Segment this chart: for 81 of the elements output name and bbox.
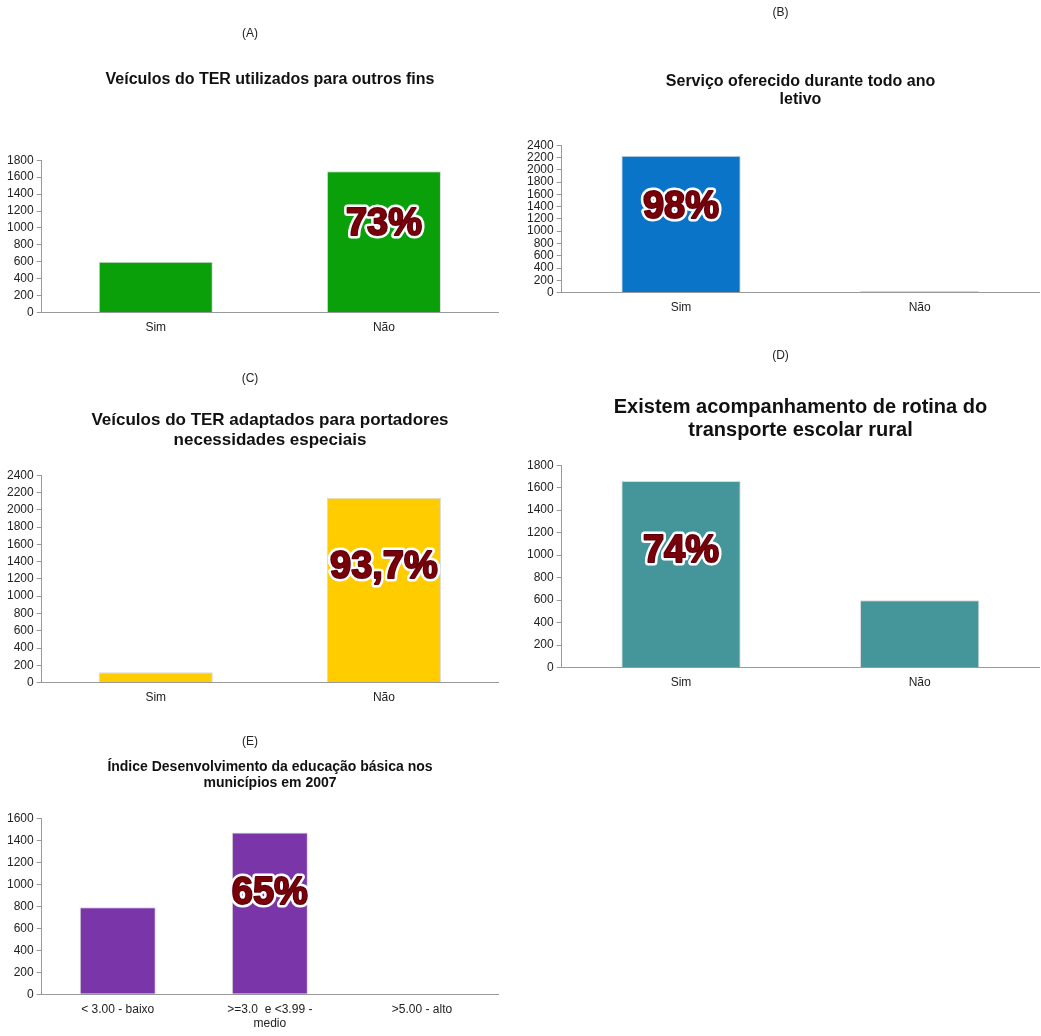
y-tick-label: 800 — [13, 898, 35, 913]
annotation: 98% — [642, 183, 720, 226]
y-tick-label: 600 — [533, 592, 555, 607]
y-tick-label: 0 — [27, 674, 35, 689]
y-tick-label: 1200 — [6, 854, 35, 869]
y-tick-label: 1200 — [526, 524, 555, 539]
y-tick-label: 0 — [547, 284, 555, 299]
y-tick-label: 2200 — [6, 484, 35, 499]
x-tick-label: Não — [372, 690, 396, 705]
y-tick-label: 1600 — [526, 480, 555, 494]
chart-title: Serviço oferecido durante todo ano letivo — [664, 72, 937, 109]
y-tick-label: 600 — [13, 623, 35, 638]
chart-subtitle: (C) — [240, 371, 260, 385]
x-tick-label: Sim — [670, 300, 692, 315]
y-tick-label: 200 — [533, 272, 555, 287]
chart-title: Veículos do TER adaptados para portadores necessidades especiais — [90, 410, 450, 450]
x-tick-label: Não — [908, 675, 932, 690]
y-tick-label: 2000 — [6, 502, 35, 517]
y-tick-label: 600 — [533, 248, 555, 263]
y-tick-label: 1800 — [526, 457, 555, 472]
y-tick-label: 1200 — [526, 211, 555, 226]
x-tick-label: Não — [908, 300, 932, 315]
y-tick-label: 400 — [13, 942, 35, 957]
chart-title: Índice Desenvolvimento da educação básica nos municípios em 2007 — [106, 758, 434, 791]
y-tick-label: 1400 — [6, 553, 35, 568]
y-tick-label: 1600 — [6, 810, 35, 825]
y-tick-label: 1000 — [6, 876, 35, 891]
y-tick-label: 1400 — [526, 198, 555, 213]
y-tick-label: 1000 — [526, 223, 555, 238]
y-tick-label: 1400 — [6, 832, 35, 847]
y-tick-label: 200 — [13, 657, 35, 672]
y-tick-label: 600 — [13, 920, 35, 935]
annotation: 93,7% — [330, 544, 438, 587]
y-tick-label: 400 — [533, 260, 555, 275]
y-tick-label: 1200 — [6, 571, 35, 586]
annotation: 73% — [345, 201, 422, 244]
y-tick-label: 400 — [533, 614, 555, 629]
chart-subtitle: (E) — [241, 734, 259, 748]
x-tick-label: Sim — [145, 690, 167, 705]
x-tick-label: >5.00 - alto — [391, 1001, 453, 1016]
x-tick-label: Sim — [145, 320, 167, 335]
x-tick-label: Sim — [670, 675, 692, 690]
y-tick-label: 800 — [13, 605, 35, 620]
y-tick-label: 1600 — [6, 169, 35, 184]
chart-title: Existem acompanhamento de rotina do transporte escolar rural — [612, 395, 989, 441]
y-tick-label: 800 — [13, 237, 35, 252]
y-tick-label: 800 — [533, 569, 555, 584]
y-tick-label: 400 — [13, 640, 35, 655]
chart-title: Veículos do TER utilizados para outros fins — [105, 70, 435, 89]
y-tick-label: 1800 — [6, 519, 35, 534]
y-tick-label: 1800 — [6, 152, 35, 167]
y-tick-label: 1800 — [526, 174, 555, 189]
y-tick-label: 1600 — [526, 186, 555, 201]
y-tick-label: 800 — [533, 235, 555, 250]
y-tick-label: 0 — [547, 659, 555, 674]
y-tick-label: 200 — [13, 964, 35, 979]
y-tick-label: 0 — [27, 986, 35, 1001]
y-tick-label: 200 — [533, 637, 555, 652]
annotation: 65% — [231, 870, 308, 913]
y-tick-label: 400 — [13, 271, 35, 286]
y-tick-label: 1400 — [526, 502, 555, 517]
chart-subtitle: (A) — [241, 26, 259, 40]
annotation: 74% — [642, 528, 720, 571]
y-tick-label: 0 — [27, 304, 35, 319]
x-tick-label: < 3.00 - baixo — [81, 1001, 155, 1016]
x-tick-label: Não — [372, 320, 396, 335]
y-tick-label: 2000 — [526, 162, 555, 177]
y-tick-label: 1000 — [526, 547, 555, 562]
y-tick-label: 1400 — [6, 186, 35, 201]
chart-subtitle: (B) — [771, 5, 790, 19]
y-tick-label: 1000 — [6, 588, 35, 603]
y-tick-label: 2200 — [526, 149, 555, 164]
y-tick-label: 2400 — [6, 467, 35, 482]
chart-subtitle: (D) — [771, 348, 790, 362]
y-tick-label: 1000 — [6, 220, 35, 235]
y-tick-label: 600 — [13, 254, 35, 269]
x-tick-label: >=3.0 e <3.99 - medio — [227, 1001, 313, 1031]
y-tick-label: 2400 — [526, 137, 555, 152]
y-tick-label: 1600 — [6, 536, 35, 551]
y-tick-label: 200 — [13, 287, 35, 302]
y-tick-label: 1200 — [6, 203, 35, 218]
